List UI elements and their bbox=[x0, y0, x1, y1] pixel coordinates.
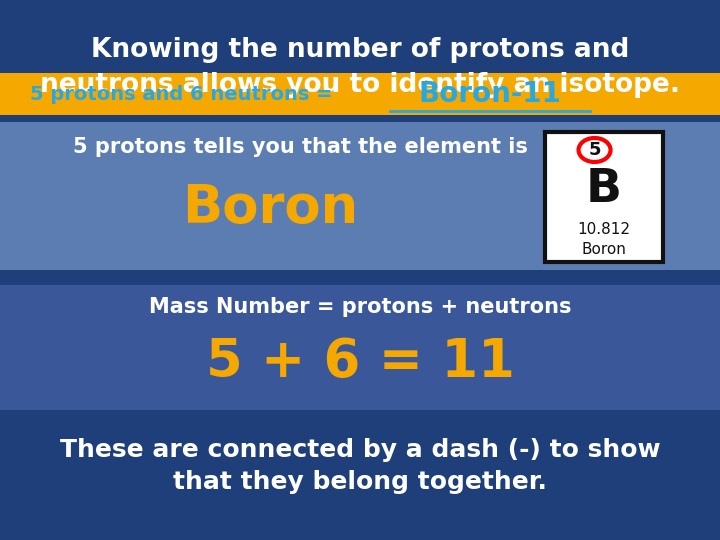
FancyBboxPatch shape bbox=[0, 410, 720, 420]
Text: B: B bbox=[586, 167, 622, 212]
Text: 5 protons and 6 neutrons =: 5 protons and 6 neutrons = bbox=[30, 84, 339, 104]
FancyBboxPatch shape bbox=[0, 122, 720, 270]
Text: Boron: Boron bbox=[182, 182, 358, 234]
Text: Mass Number = protons + neutrons: Mass Number = protons + neutrons bbox=[149, 297, 571, 317]
Text: Knowing the number of protons and: Knowing the number of protons and bbox=[91, 37, 629, 63]
Text: Boron-11: Boron-11 bbox=[418, 80, 562, 108]
Text: 10.812: 10.812 bbox=[577, 222, 631, 237]
FancyBboxPatch shape bbox=[545, 132, 663, 262]
FancyBboxPatch shape bbox=[0, 73, 720, 115]
Text: Boron: Boron bbox=[582, 241, 626, 256]
Text: neutrons allows you to identify an isotope.: neutrons allows you to identify an isoto… bbox=[40, 72, 680, 98]
FancyBboxPatch shape bbox=[0, 285, 720, 410]
Text: 5 + 6 = 11: 5 + 6 = 11 bbox=[206, 336, 514, 388]
Text: These are connected by a dash (-) to show: These are connected by a dash (-) to sho… bbox=[60, 438, 660, 462]
FancyBboxPatch shape bbox=[0, 270, 720, 282]
Text: that they belong together.: that they belong together. bbox=[173, 470, 547, 494]
Text: 5 protons tells you that the element is: 5 protons tells you that the element is bbox=[73, 137, 528, 157]
Text: 5: 5 bbox=[588, 141, 600, 159]
